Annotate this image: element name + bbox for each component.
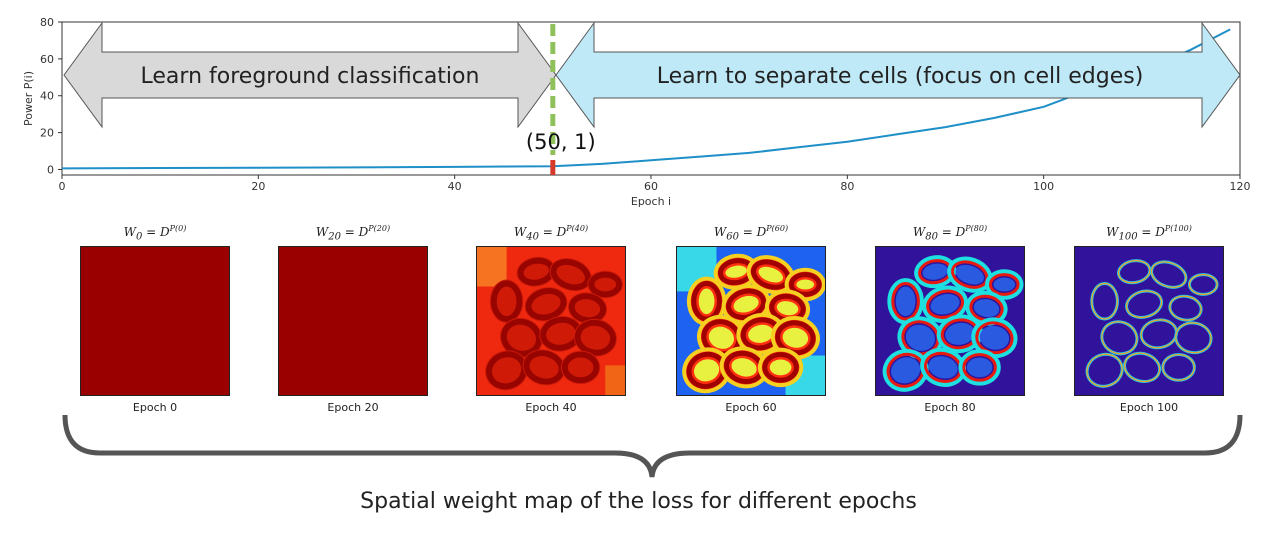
x-tick-label: 120 xyxy=(1230,180,1251,193)
panel-title-equals: = D xyxy=(937,225,966,239)
weight-map-image xyxy=(81,247,229,395)
panel-title-base: W xyxy=(513,225,527,239)
panel-title-subscript: 60 xyxy=(726,231,739,243)
y-tick-label: 40 xyxy=(40,90,54,103)
weight-map-panel xyxy=(676,246,826,396)
panel-title: W100 = DP(100) xyxy=(1069,224,1229,242)
weight-map-panel xyxy=(476,246,626,396)
y-tick-label: 80 xyxy=(40,16,54,29)
panel-caption: Epoch 60 xyxy=(725,401,777,414)
panel-title-base: W xyxy=(713,225,727,239)
panel-title: W20 = DP(20) xyxy=(273,224,433,242)
panel-caption: Epoch 100 xyxy=(1119,401,1179,414)
weight-map-panel xyxy=(278,246,428,396)
weight-map-image xyxy=(279,247,427,395)
weight-map-image xyxy=(477,247,625,395)
panel-caption: Epoch 0 xyxy=(132,401,178,414)
panel-title-subscript: 100 xyxy=(1118,231,1138,243)
panel-title-equals: = D xyxy=(142,225,170,239)
panel-title-base: W xyxy=(123,225,136,239)
x-tick-label: 20 xyxy=(251,180,265,193)
weight-map-image xyxy=(1075,247,1223,395)
panel-title-subscript: 80 xyxy=(925,231,938,243)
panel-title: W60 = DP(60) xyxy=(671,224,831,242)
panel-title-equals: = D xyxy=(1137,225,1165,239)
panel-title-base: W xyxy=(315,225,329,239)
panel-caption: Epoch 80 xyxy=(924,401,976,414)
panel-title-equals: = D xyxy=(538,225,567,239)
x-tick-label: 40 xyxy=(448,180,462,193)
right-double-arrow xyxy=(555,21,1241,129)
weight-map-image xyxy=(876,247,1024,395)
panel-caption: Epoch 40 xyxy=(525,401,577,414)
panel-title-exponent: P(20) xyxy=(368,224,391,233)
weight-map-panel xyxy=(875,246,1025,396)
brace-path xyxy=(62,415,1243,478)
right-arrow-label: Learn to separate cells (focus on cell e… xyxy=(657,64,1144,89)
panel-title: W80 = DP(80) xyxy=(870,224,1030,242)
power-chart: 0 20 40 60 80 100 120 0 20 40 60 80 Epoch i Power P(i… xyxy=(22,16,1251,208)
x-tick-label: 80 xyxy=(840,180,854,193)
x-tick-label: 60 xyxy=(644,180,658,193)
y-axis-label: Power P(i) xyxy=(22,71,35,126)
panel-title-exponent: P(100) xyxy=(1164,224,1192,233)
weight-map-panel xyxy=(80,246,230,396)
panel-title-exponent: P(40) xyxy=(566,224,589,233)
panel-title-base: W xyxy=(1106,225,1119,239)
panel-title-exponent: P(60) xyxy=(766,224,789,233)
weight-map-panel xyxy=(1074,246,1224,396)
panel-title-subscript: 40 xyxy=(526,231,539,243)
left-arrow-label: Learn foreground classification xyxy=(141,64,480,89)
panel-title-equals: = D xyxy=(340,225,369,239)
panel-title-exponent: P(0) xyxy=(169,224,187,233)
y-tick-label: 60 xyxy=(40,53,54,66)
footer-caption: Spatial weight map of the loss for diffe… xyxy=(360,489,917,514)
x-tick-label: 0 xyxy=(59,180,66,193)
panel-caption: Epoch 20 xyxy=(327,401,379,414)
weight-map-image xyxy=(677,247,825,395)
y-tick-label: 20 xyxy=(40,127,54,140)
panel-title-base: W xyxy=(912,225,926,239)
power-series-line xyxy=(61,28,1231,170)
marker-point-label: (50, 1) xyxy=(526,130,596,154)
grouping-brace xyxy=(62,415,1243,478)
x-tick-label: 100 xyxy=(1033,180,1054,193)
panel-title-equals: = D xyxy=(738,225,767,239)
panel-title: W0 = DP(0) xyxy=(75,224,235,242)
panel-title: W40 = DP(40) xyxy=(471,224,631,242)
panel-title-subscript: 20 xyxy=(328,231,341,243)
panel-title-exponent: P(80) xyxy=(965,224,988,233)
x-axis-label: Epoch i xyxy=(631,195,671,208)
y-tick-label: 0 xyxy=(47,163,54,176)
panel-title-subscript: 0 xyxy=(135,231,143,243)
